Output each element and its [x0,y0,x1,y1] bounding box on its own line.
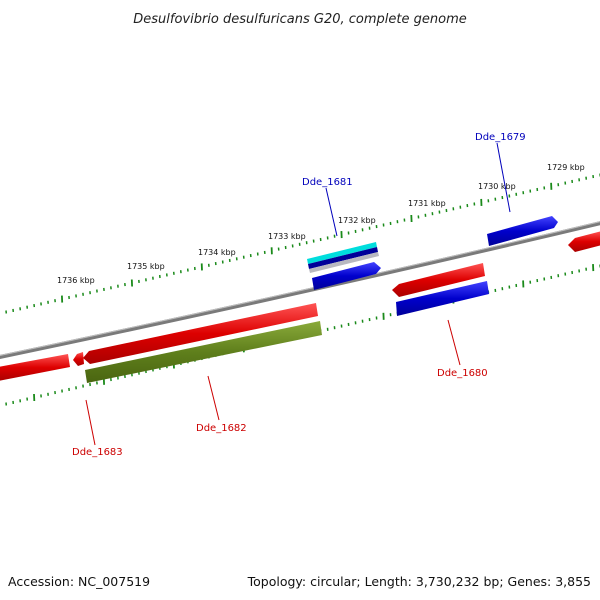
gene-arrow-dde-1682[interactable] [85,321,322,383]
scale-label-1729: 1729 kbp [547,163,585,172]
scale-label-1735: 1735 kbp [127,262,165,271]
gene-feature-grey[interactable] [309,252,379,273]
scale-label-1736: 1736 kbp [57,276,95,285]
scale-label-1733: 1733 kbp [268,232,306,241]
gene-arrow-left-edge[interactable] [0,354,70,381]
gene-feature-dark-blue[interactable] [308,247,378,269]
gene-label-dde-1683[interactable]: Dde_1683 [72,447,123,458]
scale-label-1734: 1734 kbp [198,248,236,257]
accession-text: Accession: NC_007519 [8,574,150,589]
genome-backbone [0,221,600,359]
gene-label-dde-1681[interactable]: Dde_1681 [302,177,353,188]
gene-arrow-blue-lower[interactable] [396,281,489,316]
scale-label-1731: 1731 kbp [408,199,446,208]
leader-dde-1681 [325,187,338,237]
scale-label-1730: 1730 kbp [478,182,516,191]
leader-dde-1680 [447,319,461,366]
genome-backbone-highlight [0,221,600,356]
gene-label-dde-1680[interactable]: Dde_1680 [437,368,488,379]
gene-label-dde-1682[interactable]: Dde_1682 [196,423,247,434]
gene-features [0,216,600,383]
gene-label-leaders [85,142,511,446]
gene-label-dde-1679[interactable]: Dde_1679 [475,132,526,143]
leader-dde-1682 [207,375,220,421]
gene-arrow-dde-1679[interactable] [487,216,558,246]
genome-summary-text: Topology: circular; Length: 3,730,232 bp… [247,574,591,589]
gene-feature-cyan[interactable] [307,242,377,264]
gene-arrow-long-red[interactable] [83,303,318,364]
gene-arrow-right-edge[interactable] [568,231,600,252]
gene-arrow-dde-1683[interactable] [73,352,84,366]
gene-arrow-dde-1680[interactable] [392,263,485,297]
map-title: Desulfovibrio desulfuricans G20, complet… [133,12,467,27]
leader-dde-1679 [496,142,511,213]
scale-label-1732: 1732 kbp [338,216,376,225]
gene-arrow-dde-1681[interactable] [312,262,381,290]
leader-dde-1683 [85,399,96,446]
